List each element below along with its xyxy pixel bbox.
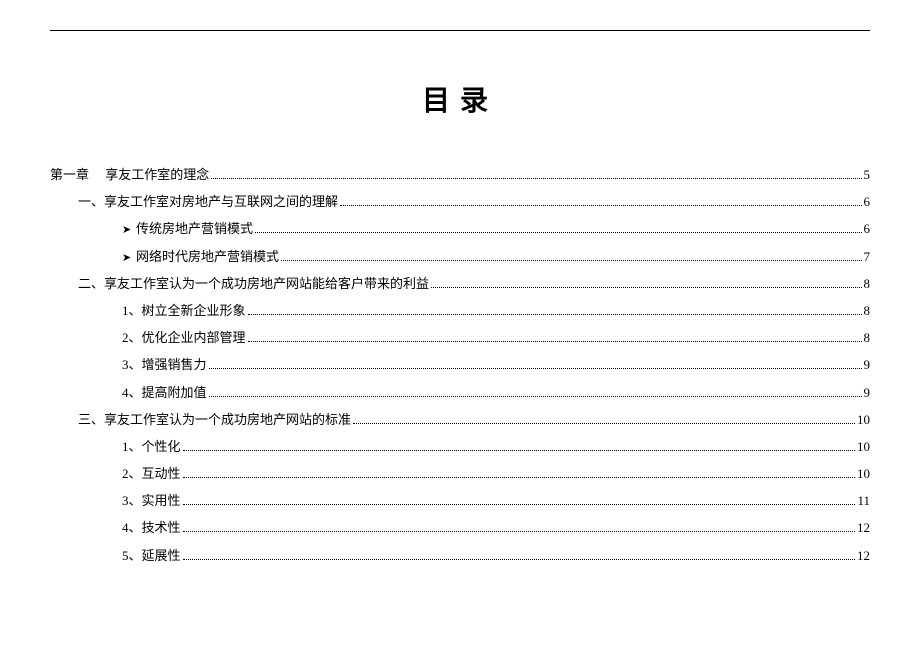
toc-leader-dots <box>255 232 861 233</box>
bullet-icon: ➤ <box>122 248 136 269</box>
toc-page-number: 10 <box>857 408 870 433</box>
toc-page-number: 11 <box>857 489 870 514</box>
toc-leader-dots <box>183 559 855 560</box>
toc-leader-dots <box>353 423 855 424</box>
toc-page-number: 9 <box>864 381 871 406</box>
toc-entry: 5、延展性 12 <box>122 544 870 569</box>
toc-entry-label: 5、延展性 <box>122 544 181 569</box>
toc-entry: 4、技术性 12 <box>122 516 870 541</box>
toc-entry-label: 3、实用性 <box>122 489 181 514</box>
bullet-icon: ➤ <box>122 220 136 241</box>
toc-page-number: 8 <box>864 299 871 324</box>
toc-leader-dots <box>340 205 861 206</box>
toc-entry-label: 3、增强销售力 <box>122 353 207 378</box>
toc-leader-dots <box>248 341 862 342</box>
toc-entry: 第一章 享友工作室的理念 5 <box>50 163 870 188</box>
toc-leader-dots <box>209 396 862 397</box>
toc-entry-label: ➤传统房地产营销模式 <box>122 217 253 242</box>
toc-page-number: 7 <box>864 245 871 270</box>
toc-entry-label: 一、享友工作室对房地产与互联网之间的理解 <box>78 190 338 215</box>
toc-page-number: 12 <box>857 544 870 569</box>
toc-entry: 3、实用性 11 <box>122 489 870 514</box>
document-title: 目录 <box>50 79 870 119</box>
toc-entry-label: ➤网络时代房地产营销模式 <box>122 245 279 270</box>
toc-page-number: 6 <box>864 217 871 242</box>
toc-entry-label: 4、技术性 <box>122 516 181 541</box>
toc-entry: 三、享友工作室认为一个成功房地产网站的标准 10 <box>78 408 870 433</box>
toc-entry: 4、提高附加值 9 <box>122 381 870 406</box>
toc-entry: 2、优化企业内部管理 8 <box>122 326 870 351</box>
toc-entry-label: 4、提高附加值 <box>122 381 207 406</box>
toc-entry-label: 2、互动性 <box>122 462 181 487</box>
toc-page-number: 6 <box>864 190 871 215</box>
toc-entry: ➤传统房地产营销模式 6 <box>122 217 870 242</box>
toc-page-number: 8 <box>864 272 871 297</box>
toc-leader-dots <box>209 368 862 369</box>
toc-leader-dots <box>183 477 855 478</box>
toc-entry: 1、个性化 10 <box>122 435 870 460</box>
toc-page-number: 10 <box>857 435 870 460</box>
horizontal-rule <box>50 30 870 31</box>
toc-leader-dots <box>431 287 861 288</box>
toc-page-number: 5 <box>864 163 871 188</box>
toc-entry: 一、享友工作室对房地产与互联网之间的理解 6 <box>78 190 870 215</box>
table-of-contents: 第一章 享友工作室的理念5一、享友工作室对房地产与互联网之间的理解6➤传统房地产… <box>50 163 870 568</box>
toc-leader-dots <box>281 260 861 261</box>
page-container: 目录 第一章 享友工作室的理念5一、享友工作室对房地产与互联网之间的理解6➤传统… <box>0 0 920 568</box>
toc-entry-label: 1、树立全新企业形象 <box>122 299 246 324</box>
toc-leader-dots <box>248 314 862 315</box>
toc-page-number: 9 <box>864 353 871 378</box>
toc-entry: 2、互动性 10 <box>122 462 870 487</box>
toc-entry-label: 2、优化企业内部管理 <box>122 326 246 351</box>
toc-entry-label: 1、个性化 <box>122 435 181 460</box>
toc-entry-label: 三、享友工作室认为一个成功房地产网站的标准 <box>78 408 351 433</box>
toc-page-number: 8 <box>864 326 871 351</box>
toc-leader-dots <box>211 178 861 179</box>
toc-entry: 二、享友工作室认为一个成功房地产网站能给客户带来的利益 8 <box>78 272 870 297</box>
toc-page-number: 10 <box>857 462 870 487</box>
toc-entry: 1、树立全新企业形象 8 <box>122 299 870 324</box>
toc-leader-dots <box>183 504 856 505</box>
toc-entry: 3、增强销售力 9 <box>122 353 870 378</box>
toc-entry-label: 第一章 享友工作室的理念 <box>50 163 209 188</box>
toc-leader-dots <box>183 450 855 451</box>
toc-entry: ➤网络时代房地产营销模式 7 <box>122 245 870 270</box>
toc-entry-label: 二、享友工作室认为一个成功房地产网站能给客户带来的利益 <box>78 272 429 297</box>
toc-page-number: 12 <box>857 516 870 541</box>
toc-leader-dots <box>183 531 855 532</box>
